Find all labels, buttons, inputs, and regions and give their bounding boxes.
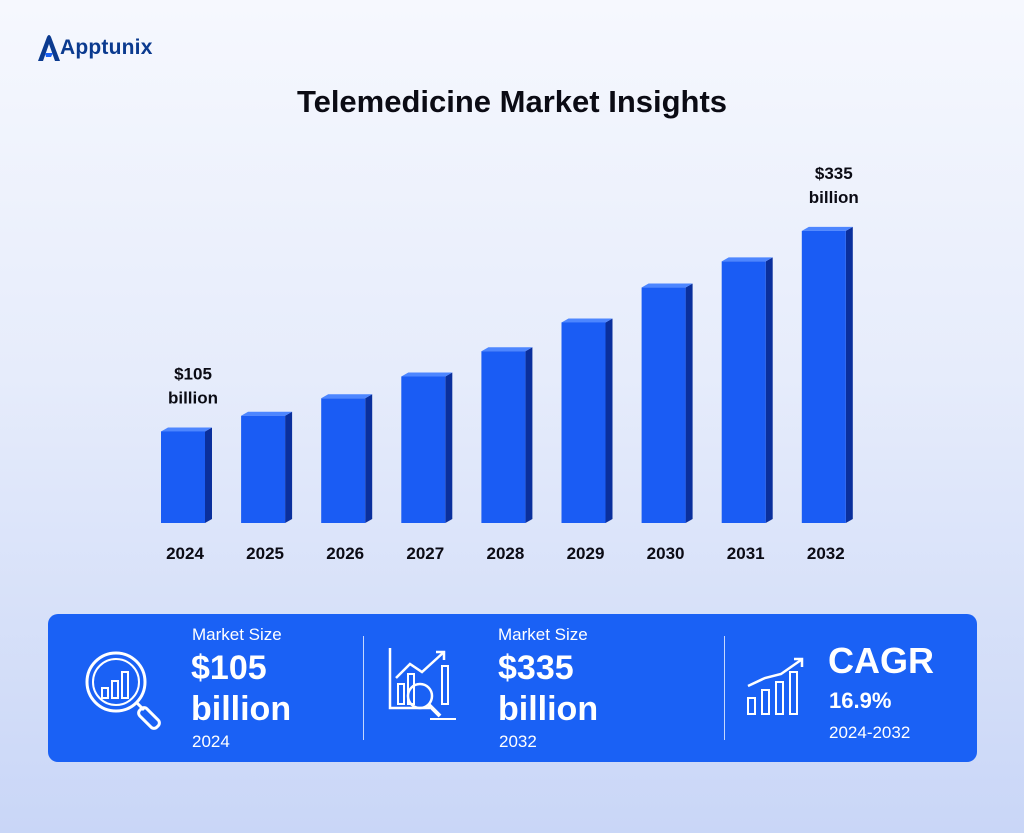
magnifier-chart-icon bbox=[85, 651, 161, 730]
bar-top bbox=[481, 347, 533, 352]
bar-top bbox=[801, 226, 853, 231]
rising-bars-icon bbox=[747, 657, 804, 715]
bar bbox=[721, 261, 766, 523]
growth-analysis-icon bbox=[388, 648, 456, 720]
x-tick-label: 2027 bbox=[406, 544, 444, 563]
page-title: Telemedicine Market Insights bbox=[296, 84, 728, 119]
market-size-value-2024-line1: $105 bbox=[191, 649, 267, 687]
cagr-value: 16.9% bbox=[829, 688, 892, 713]
bar-top bbox=[721, 257, 773, 262]
bar bbox=[801, 230, 846, 523]
x-tick-label: 2024 bbox=[166, 544, 204, 563]
bar-side bbox=[205, 427, 212, 523]
cagr-period: 2024-2032 bbox=[829, 723, 911, 742]
bar-side bbox=[845, 226, 853, 523]
market-size-year-2032: 2032 bbox=[499, 732, 537, 751]
x-tick-label: 2031 bbox=[727, 544, 765, 563]
market-size-value-2032-line1: $335 bbox=[498, 649, 574, 687]
logo-a-icon bbox=[38, 35, 60, 61]
x-tick-label: 2025 bbox=[246, 544, 284, 563]
data-label-value: $105 bbox=[174, 364, 212, 383]
bar-side bbox=[285, 411, 293, 523]
data-label-unit: billion bbox=[168, 388, 218, 407]
bar bbox=[561, 322, 606, 523]
bar-top bbox=[241, 411, 293, 416]
stats-divider bbox=[724, 636, 725, 740]
bar-side bbox=[685, 283, 693, 523]
x-tick-label: 2028 bbox=[486, 544, 524, 563]
x-tick-label: 2030 bbox=[647, 544, 685, 563]
bar bbox=[401, 376, 446, 523]
market-size-value-2024-line2: billion bbox=[191, 690, 292, 728]
bar bbox=[321, 398, 366, 523]
bar-top bbox=[561, 318, 613, 323]
bar-top bbox=[401, 372, 453, 377]
market-size-year-2024: 2024 bbox=[192, 732, 230, 751]
brand-name: Apptunix bbox=[60, 36, 153, 59]
data-label-value: $335 bbox=[815, 164, 853, 183]
bar-side bbox=[445, 372, 453, 523]
bar bbox=[241, 415, 286, 523]
bar-side bbox=[365, 394, 373, 523]
market-size-value-2032-line2: billion bbox=[498, 690, 599, 728]
bar-chart: 2024 2025 2026 2027 2028 2029 2030 2031 2032 $105… bbox=[161, 164, 859, 563]
bar-top bbox=[321, 394, 373, 399]
market-size-label-2024: Market Size bbox=[192, 625, 282, 644]
cagr-label: CAGR bbox=[828, 640, 934, 681]
stats-divider bbox=[363, 636, 364, 740]
bar bbox=[641, 287, 686, 523]
x-tick-label: 2029 bbox=[567, 544, 605, 563]
bar-top bbox=[641, 283, 693, 288]
stats-panel: Market Size $105 billion 2024 Market Siz… bbox=[48, 614, 977, 762]
brand-logo: Apptunix bbox=[36, 30, 153, 66]
x-tick-label: 2032 bbox=[807, 544, 845, 563]
data-label-unit: billion bbox=[809, 188, 859, 207]
bar bbox=[161, 431, 205, 523]
bar-side bbox=[605, 318, 613, 523]
bar-top bbox=[161, 427, 212, 432]
bar-side bbox=[765, 257, 773, 523]
x-tick-label: 2026 bbox=[326, 544, 364, 563]
bar bbox=[481, 351, 526, 523]
bar-side bbox=[525, 347, 533, 523]
market-size-label-2032: Market Size bbox=[498, 625, 588, 644]
